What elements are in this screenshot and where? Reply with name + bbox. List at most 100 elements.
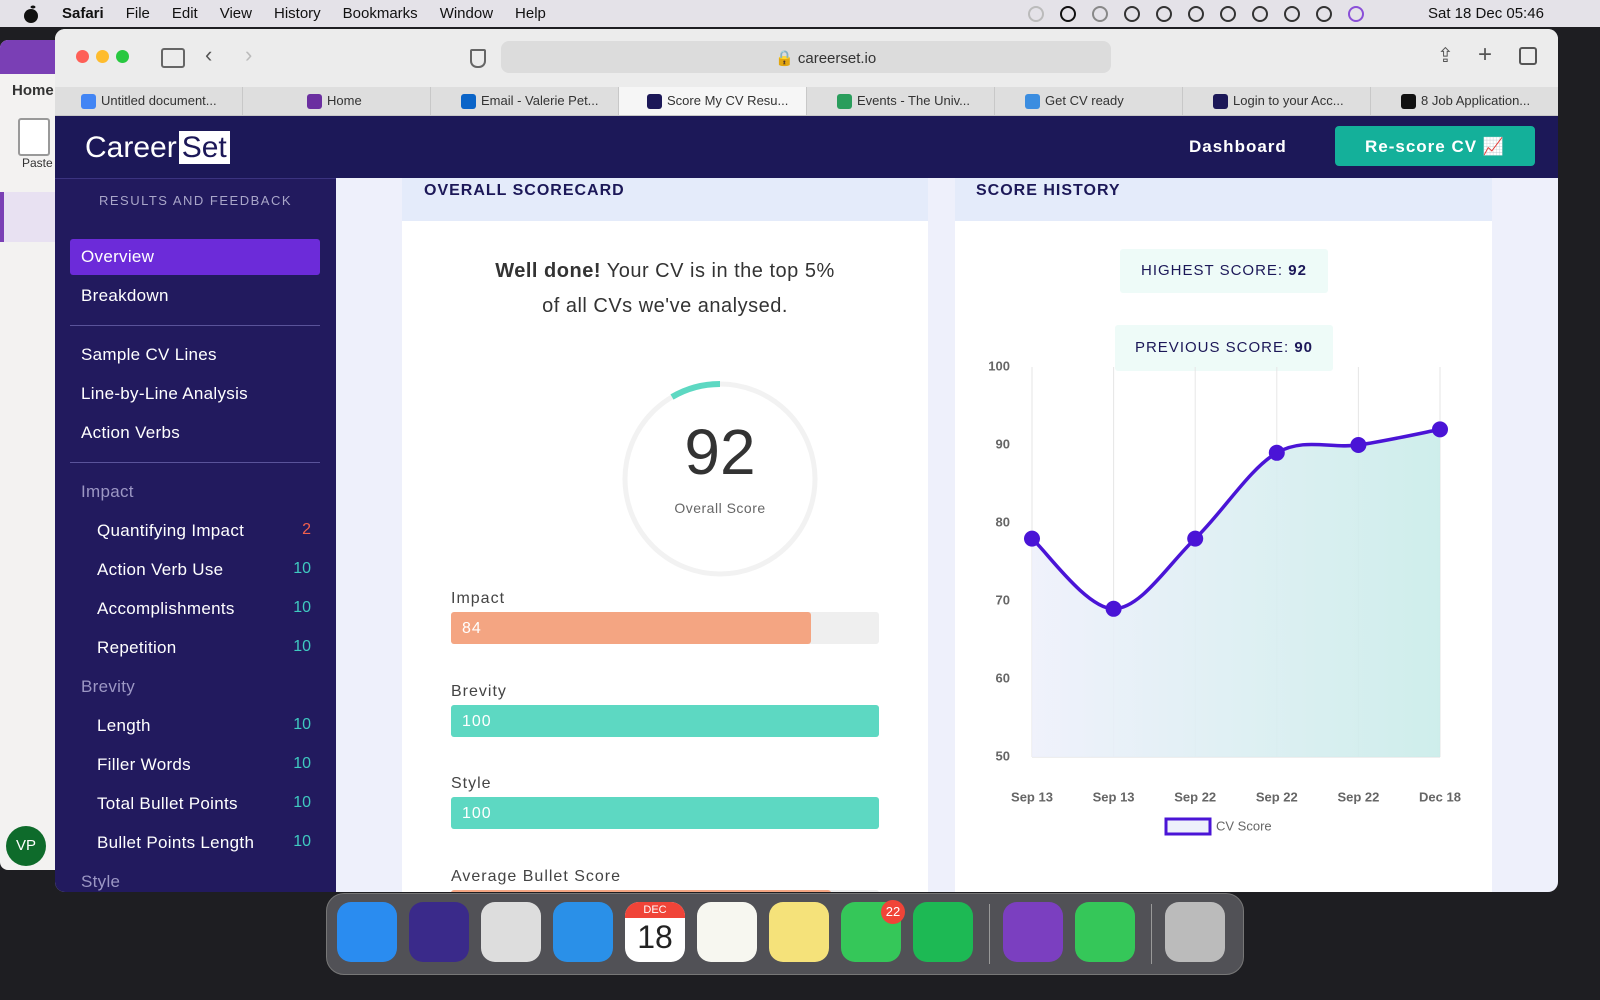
sidebar-link[interactable]: Overview	[81, 247, 155, 266]
app-menu[interactable]: Safari	[62, 5, 104, 22]
x-tick-label: Sep 22	[1174, 789, 1216, 804]
status-icon[interactable]	[1284, 6, 1300, 22]
sidebar-link[interactable]: Sample CV Lines	[81, 345, 217, 364]
tab-favicon	[837, 94, 852, 109]
app-nav[interactable]	[0, 192, 60, 242]
dock-icon[interactable]	[769, 902, 829, 962]
menu-item[interactable]: File	[125, 5, 150, 22]
dock-icon[interactable]	[1075, 902, 1135, 962]
tab-title: Home	[327, 93, 362, 108]
logo[interactable]: Career Set	[85, 131, 230, 165]
tab[interactable]: Email - Valerie Pet...	[431, 87, 619, 115]
y-tick-label: 70	[996, 592, 1010, 607]
tab[interactable]: Home	[243, 87, 431, 115]
status-icon[interactable]	[1188, 6, 1204, 22]
sidebar-link[interactable]: Action Verb Use	[97, 560, 224, 579]
bar-label: Style	[451, 775, 492, 792]
point	[1187, 530, 1204, 547]
status-icon[interactable]	[1220, 6, 1236, 22]
app-tab[interactable]: Home	[12, 82, 54, 99]
sidebar-link[interactable]: Total Bullet Points	[97, 794, 238, 813]
dock-separator	[989, 904, 990, 964]
rescore-button[interactable]	[1335, 126, 1535, 166]
minimize-button[interactable]	[96, 50, 109, 63]
dock-icon[interactable]: DEC 18	[625, 902, 685, 962]
stat-label: PREVIOUS SCORE:	[1134, 339, 1290, 356]
message-text: Your CV is in the top 5%	[606, 260, 835, 282]
status-icon[interactable]	[1028, 6, 1044, 22]
dock-icon[interactable]	[1165, 902, 1225, 962]
sidebar-button[interactable]	[161, 48, 185, 68]
new-tab-button[interactable]: +	[1478, 41, 1493, 68]
active-highlight[interactable]	[70, 239, 320, 275]
dock-icon[interactable]	[409, 902, 469, 962]
privacy-icon[interactable]	[470, 49, 486, 68]
bar	[451, 704, 879, 737]
tab-title: Email - Valerie Pet...	[481, 93, 599, 108]
forward-button[interactable]: ›	[245, 42, 253, 67]
tab[interactable]: Events - The Univ...	[807, 87, 995, 115]
address-bar[interactable]	[501, 41, 1111, 73]
dock-icon[interactable]	[697, 902, 757, 962]
tab-favicon	[1213, 94, 1228, 109]
status-icon[interactable]	[1316, 6, 1332, 22]
sidebar-link[interactable]: Filler Words	[97, 755, 191, 774]
sidebar-link[interactable]: Bullet Points Length	[97, 833, 255, 852]
menu-item[interactable]: Window	[439, 5, 494, 22]
item-score: 10	[293, 560, 311, 577]
nav-link[interactable]: Dashboard	[1189, 137, 1287, 156]
status-icon[interactable]	[1348, 6, 1364, 22]
zoom-button[interactable]	[116, 50, 129, 63]
message-bold: Well done!	[495, 260, 601, 282]
status-icon[interactable]	[1252, 6, 1268, 22]
sidebar-link[interactable]: Breakdown	[81, 286, 169, 305]
dock-icon[interactable]	[1003, 902, 1063, 962]
sidebar-link[interactable]: Action Verbs	[81, 423, 181, 442]
site-header	[55, 116, 1558, 178]
area	[1032, 429, 1440, 757]
paste-icon[interactable]	[18, 118, 50, 156]
dock-icon[interactable]	[337, 902, 397, 962]
menu-item[interactable]: Bookmarks	[342, 5, 418, 22]
status-icon[interactable]	[1060, 6, 1076, 22]
tab[interactable]: Login to your Acc...	[1183, 87, 1371, 115]
menu-item[interactable]: History	[273, 5, 321, 22]
tab[interactable]: Get CV ready	[995, 87, 1183, 115]
tab-favicon	[307, 94, 322, 109]
menu-item[interactable]: Help	[515, 5, 546, 22]
status-icon[interactable]	[1092, 6, 1108, 22]
dock-icon[interactable]	[913, 902, 973, 962]
back-button[interactable]: ‹	[205, 42, 213, 67]
message: Well done! Your CV is in the top 5% of a…	[402, 254, 928, 324]
apple-logo[interactable]	[22, 4, 40, 24]
tab-overview-button[interactable]	[1519, 47, 1537, 65]
clock[interactable]: Sat 18 Dec 05:46	[1428, 5, 1544, 22]
tab[interactable]: Score My CV Resu...	[619, 87, 807, 115]
tab-favicon	[1025, 94, 1040, 109]
bar	[451, 797, 879, 829]
button-label: Re-score CV 📈	[1365, 137, 1505, 156]
y-tick-label: 80	[996, 514, 1010, 529]
tab-title: Untitled document...	[101, 93, 217, 108]
sidebar-link[interactable]: Line-by-Line Analysis	[81, 384, 248, 403]
status-icon[interactable]	[1124, 6, 1140, 22]
menubar	[0, 0, 1600, 27]
sidebar-link[interactable]: Quantifying Impact	[97, 521, 245, 540]
close-button[interactable]	[76, 50, 89, 63]
avatar[interactable]: VP	[6, 826, 46, 866]
menu-item[interactable]: Edit	[171, 5, 198, 22]
tab[interactable]: Untitled document...	[55, 87, 243, 115]
dock-icon[interactable]	[481, 902, 541, 962]
sidebar-link[interactable]: Repetition	[97, 638, 177, 657]
calendar-month: DEC	[625, 902, 685, 918]
sidebar-link[interactable]: Accomplishments	[97, 599, 235, 618]
dock-icon[interactable]	[553, 902, 613, 962]
tab[interactable]: 8 Job Application...	[1371, 87, 1558, 115]
sidebar-link[interactable]: Length	[97, 716, 151, 735]
item-score: 10	[293, 638, 311, 655]
card-header	[402, 178, 928, 221]
point	[1105, 600, 1122, 617]
status-icon[interactable]	[1156, 6, 1172, 22]
menu-item[interactable]: View	[219, 5, 252, 22]
share-button[interactable]: ⇪	[1437, 45, 1454, 67]
